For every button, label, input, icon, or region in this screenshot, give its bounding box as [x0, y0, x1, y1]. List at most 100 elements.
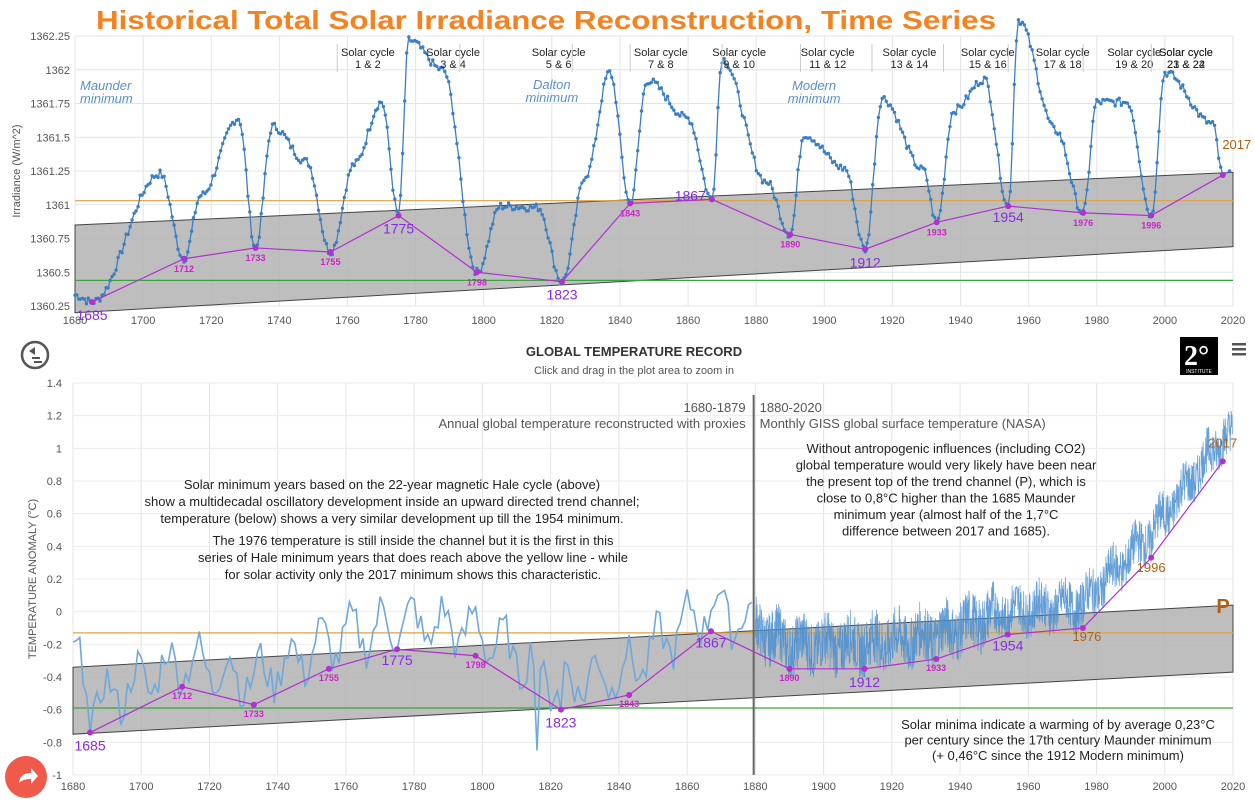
- data-point: [290, 144, 295, 148]
- minimum-marker: [557, 706, 564, 713]
- data-point: [758, 173, 763, 177]
- data-point: [1189, 103, 1193, 107]
- data-point: [1193, 105, 1197, 109]
- data-point: [1030, 48, 1034, 52]
- data-point: [465, 233, 469, 237]
- temperature-chart[interactable]: 1680 1700 1720 1740 1760 1780 1800 1820 1840 1860…: [27, 378, 1245, 793]
- data-point: [742, 115, 746, 120]
- data-point: [195, 201, 199, 205]
- data-point: [716, 105, 720, 110]
- x-tick-label: 1980: [1085, 315, 1109, 327]
- data-point: [221, 141, 225, 146]
- data-point: [694, 137, 698, 141]
- data-point: [986, 84, 990, 89]
- data-point: [324, 241, 329, 246]
- data-point: [106, 286, 110, 290]
- data-point: [929, 197, 933, 202]
- data-point: [522, 206, 527, 211]
- minimum-year-label: 1685: [74, 738, 105, 754]
- irradiance-chart[interactable]: 1680 1700 1720 1740 1760 1780 1800 1820 1840 1860…: [11, 18, 1251, 327]
- share-button[interactable]: [5, 756, 47, 798]
- minimum-year-label: 1867: [675, 187, 706, 203]
- period-left-years: 1680-1879: [683, 400, 745, 415]
- data-point: [988, 100, 992, 104]
- minimum-year-label: 1712: [174, 264, 194, 274]
- data-point: [600, 99, 604, 103]
- data-point: [158, 168, 162, 172]
- data-point: [911, 154, 915, 158]
- y-tick-label: 1361: [46, 200, 70, 212]
- x-tick-label: 1720: [197, 781, 221, 793]
- data-point: [449, 92, 453, 97]
- data-point: [407, 35, 411, 39]
- data-point: [766, 182, 771, 186]
- minimum-year-label: 1843: [619, 699, 639, 709]
- data-point: [909, 150, 913, 155]
- minimum-year-label: 2017: [1222, 137, 1251, 152]
- data-point: [1163, 70, 1167, 75]
- solar-cycle-number: 11 & 12: [809, 59, 846, 71]
- minimum-marker: [1080, 209, 1087, 216]
- data-point: [994, 142, 998, 146]
- data-point: [186, 250, 190, 254]
- data-point: [668, 102, 672, 106]
- data-point: [938, 208, 943, 213]
- data-point: [134, 209, 138, 213]
- data-point: [927, 189, 931, 193]
- data-point: [954, 112, 958, 116]
- data-point: [391, 188, 395, 192]
- data-point: [944, 155, 948, 159]
- data-point: [372, 114, 376, 119]
- chart-menu-button[interactable]: [1232, 343, 1246, 356]
- data-point: [257, 235, 261, 239]
- data-point: [389, 167, 393, 171]
- data-point: [641, 92, 646, 96]
- data-point: [1093, 105, 1097, 109]
- data-point: [774, 198, 778, 202]
- data-point: [314, 193, 319, 197]
- data-point: [248, 210, 252, 214]
- y-tick-label: 0.4: [47, 541, 62, 553]
- data-point: [164, 184, 168, 189]
- minimum-year-label: 1755: [319, 673, 339, 683]
- data-point: [702, 176, 706, 181]
- data-point: [178, 253, 182, 257]
- note-left-line: temperature (below) shows a very similar…: [160, 511, 623, 526]
- data-point: [98, 299, 102, 303]
- y-tick-label: 1362.25: [30, 31, 70, 43]
- data-point: [907, 144, 911, 148]
- data-point: [475, 266, 479, 271]
- data-point: [447, 80, 451, 84]
- minima-connector-line: [91, 174, 1224, 303]
- data-point: [1063, 153, 1068, 157]
- data-point: [1062, 141, 1066, 146]
- data-point: [1111, 99, 1115, 104]
- data-point: [578, 186, 582, 190]
- data-point: [845, 169, 849, 173]
- data-point: [1020, 20, 1025, 24]
- data-point: [580, 181, 584, 185]
- data-point: [193, 210, 197, 215]
- data-point: [304, 157, 309, 161]
- solar-cycle-label: Solar cycle: [712, 47, 766, 59]
- y-tick-label: 1.2: [47, 411, 62, 423]
- x-tick-label: 1700: [131, 315, 155, 327]
- data-point: [590, 157, 594, 161]
- data-point: [108, 278, 112, 283]
- data-point: [780, 221, 784, 226]
- data-point: [86, 296, 90, 300]
- data-point: [712, 187, 716, 191]
- minimum-marker: [862, 246, 869, 253]
- solar-cycle-number: 19 & 20: [1115, 59, 1153, 71]
- data-point: [892, 110, 897, 115]
- data-point: [686, 116, 690, 120]
- data-point: [626, 198, 630, 202]
- data-point: [1210, 120, 1215, 124]
- minimum-year-label: 1798: [466, 660, 486, 670]
- y-tick-label: 1361.25: [30, 166, 70, 178]
- data-point: [1197, 114, 1201, 118]
- minimum-marker: [250, 701, 257, 708]
- reset-zoom-icon[interactable]: [20, 340, 50, 370]
- minimum-marker: [89, 298, 96, 305]
